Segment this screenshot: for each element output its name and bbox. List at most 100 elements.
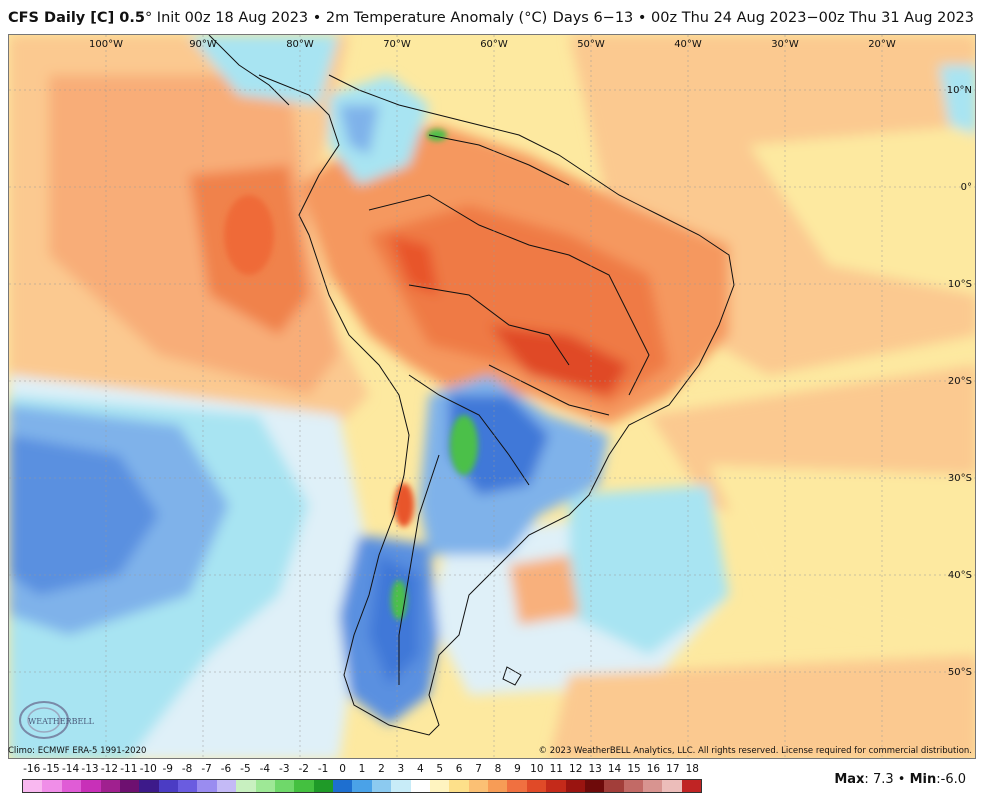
border-5: [488, 364, 610, 416]
product-name: CFS Daily [C] 0.5: [8, 10, 145, 26]
legend-tick-label: -9: [162, 763, 173, 775]
legend-swatch: [255, 780, 275, 792]
legend-tick-label: 11: [549, 763, 563, 775]
legend-swatch: [197, 780, 217, 792]
degree-mark: °: [144, 10, 153, 26]
lon-label: 80°W: [286, 39, 314, 50]
init-time: Init 00z 18 Aug 2023: [156, 10, 309, 26]
legend-swatch: [623, 780, 643, 792]
legend-swatch: [216, 780, 237, 792]
legend-swatch: [178, 780, 198, 792]
legend-tick-label: -11: [120, 763, 138, 775]
legend-tick-label: -14: [61, 763, 80, 775]
legend-swatch: [546, 780, 566, 792]
legend-swatch: [42, 780, 62, 792]
map-title: CFS Daily [C] 0.5° Init 00z 18 Aug 2023 …: [8, 10, 547, 26]
legend-tick-label: 1: [358, 763, 366, 775]
legend-swatch: [565, 780, 585, 792]
legend-tick-label: -5: [240, 763, 251, 775]
logo-swirl-inner: [27, 707, 61, 733]
legend-tick-label: -10: [139, 763, 157, 775]
lat-label: 20°S: [948, 376, 972, 387]
hot-andes: [389, 235, 439, 295]
anomaly-field: [9, 35, 975, 758]
legend-tick-label: 9: [514, 763, 521, 775]
warm-atlantic-spot: [509, 555, 579, 625]
logo-swirl: [19, 701, 69, 739]
legend-swatch: [488, 780, 508, 792]
max-value: 7.3: [872, 772, 894, 787]
legend-swatch: [429, 780, 450, 792]
legend-swatch: [526, 780, 547, 792]
legend-swatch: [391, 780, 411, 792]
warm-southern-ocean: [549, 655, 975, 758]
legend-tick-label: -3: [279, 763, 290, 775]
graticule: [9, 35, 975, 758]
lat-label: 40°S: [948, 570, 972, 581]
legend-swatch: [23, 780, 43, 792]
legend-swatch: [507, 780, 527, 792]
legend-swatch: [681, 780, 702, 792]
legend-tick-label: 6: [455, 763, 463, 775]
legend-tick-label: 15: [627, 763, 641, 775]
legend-tick-label: -6: [220, 763, 232, 775]
legend-tick-label: -12: [100, 763, 118, 775]
border-1: [368, 194, 650, 396]
green-spot-chaco: [450, 415, 478, 475]
weatherbell-logo: WEATHERBELL: [19, 701, 95, 739]
header: CFS Daily [C] 0.5° Init 00z 18 Aug 2023 …: [0, 0, 984, 34]
longitude-labels: 100°W 90°W 80°W 70°W 60°W 50°W 40°W 30°W…: [89, 39, 896, 50]
latitude-labels: 10°N 0° 10°S 20°S 30°S 40°S 50°S: [947, 85, 972, 678]
lat-label: 10°N: [947, 85, 972, 96]
max-min-readout: Max: 7.3 • Min:-6.0: [834, 772, 966, 787]
legend-tick-label: 5: [436, 763, 444, 775]
lat-label: 50°S: [948, 667, 972, 678]
colder-pacific: [9, 435, 159, 595]
map-panel: 100°W 90°W 80°W 70°W 60°W 50°W 40°W 30°W…: [8, 34, 976, 759]
legend-labels: -16 -15 -14 -13 -12 -11 -10 -9 -8 -7 -6 -5 -4 -3 -2 -1 0…: [22, 763, 702, 777]
legend-tick-label: 13: [588, 763, 602, 775]
title-bullet: •: [312, 10, 322, 26]
legend-swatch: [274, 780, 295, 792]
legend-tick-label: 18: [685, 763, 699, 775]
lat-label: 30°S: [948, 473, 972, 484]
legend-swatch: [313, 780, 333, 792]
legend-tick-label: 14: [607, 763, 622, 775]
cool-colombia: [329, 75, 429, 185]
anomaly-map: 100°W 90°W 80°W 70°W 60°W 50°W 40°W 30°W…: [9, 35, 975, 758]
stats-bullet: •: [897, 772, 906, 787]
legend-bar: [22, 779, 702, 793]
legend-swatch: [236, 780, 256, 792]
copyright: © 2023 WeatherBELL Analytics, LLC. All r…: [538, 746, 972, 756]
legend-swatch: [410, 780, 430, 792]
legend-tick-label: -15: [42, 763, 60, 775]
climo-note: Climo: ECMWF ERA-5 1991-2020: [8, 746, 147, 756]
lon-label: 40°W: [674, 39, 702, 50]
color-legend: -16 -15 -14 -13 -12 -11 -10 -9 -8 -7 -6 -5 -4 -3 -2 -1 0…: [22, 763, 702, 803]
legend-tick-label: 17: [666, 763, 680, 775]
cold-colombia: [339, 105, 379, 155]
field-name: 2m Temperature Anomaly (°C): [325, 10, 548, 26]
legend-swatch: [81, 780, 101, 792]
cool-north-atlantic-corner: [939, 65, 975, 135]
legend-swatch: [643, 780, 663, 792]
lon-label: 20°W: [868, 39, 896, 50]
legend-tick-label: 12: [569, 763, 583, 775]
legend-tick-label: -1: [317, 763, 329, 775]
legend-swatch: [371, 780, 392, 792]
colder-chaco: [449, 395, 549, 495]
lat-label: 10°S: [948, 279, 972, 290]
lon-label: 70°W: [383, 39, 411, 50]
lon-label: 50°W: [577, 39, 605, 50]
border-6: [428, 134, 570, 186]
legend-tick-label: -4: [259, 763, 271, 775]
hottest-land: [489, 325, 629, 395]
legend-swatch: [100, 780, 120, 792]
legend-tick-label: -13: [81, 763, 99, 775]
mild-atlantic: [749, 125, 975, 295]
legend-swatch: [61, 780, 82, 792]
legend-tick-label: -16: [23, 763, 41, 775]
legend-swatch: [139, 780, 159, 792]
falkland-islands: [502, 666, 522, 686]
legend-tick-label: 16: [646, 763, 661, 775]
